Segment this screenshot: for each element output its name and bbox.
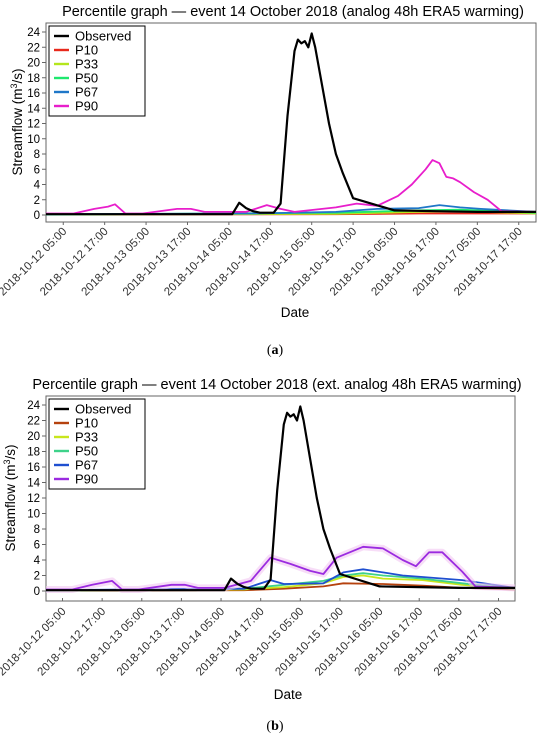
- series-line-p67: [45, 568, 516, 592]
- panel-label-letter: b: [271, 719, 279, 734]
- legend-box: [48, 398, 146, 490]
- y-tick-label: 24: [27, 400, 40, 412]
- legend-label: P50: [75, 71, 98, 86]
- series-line-p67: [45, 204, 537, 216]
- y-tick-label: 20: [27, 58, 40, 70]
- y-tick-label: 18: [27, 447, 40, 459]
- panel-label-open: (: [266, 719, 271, 734]
- legend-box: [48, 25, 146, 117]
- legend-label: Observed: [75, 29, 131, 44]
- y-tick-label: 12: [27, 119, 40, 131]
- panel-label: (a): [267, 343, 284, 358]
- y-axis-label-main: Streamflow (m: [10, 89, 25, 176]
- series-line-p90: [46, 159, 537, 215]
- y-tick-label: 24: [27, 27, 40, 39]
- y-tick-label: 6: [34, 164, 40, 176]
- y-tick-label: 4: [34, 180, 41, 192]
- y-tick-label: 2: [34, 571, 40, 583]
- legend-label: P90: [75, 472, 98, 487]
- y-axis-label: Streamflow (m3/s): [2, 444, 18, 551]
- y-tick-label: 14: [27, 103, 40, 115]
- y-tick-label: 0: [34, 210, 40, 222]
- legend-label: P67: [75, 85, 98, 100]
- y-axis-label-end: /s): [10, 68, 25, 83]
- plot-frame: [45, 22, 537, 223]
- chart-title: Percentile graph — event 14 October 2018…: [32, 377, 521, 393]
- y-tick-label: 16: [27, 462, 40, 474]
- series-lines: [45, 405, 516, 593]
- y-axis-label-main: Streamflow (m: [3, 465, 18, 552]
- x-axis-label: Date: [274, 687, 303, 702]
- y-axis-label-superscript: 3: [2, 459, 12, 464]
- y-tick-label: 20: [27, 431, 40, 443]
- y-axis-label-superscript: 3: [9, 83, 19, 88]
- y-tick-label: 16: [27, 88, 40, 100]
- y-tick-label: 0: [34, 586, 40, 598]
- y-tick-label: 2: [34, 195, 40, 207]
- y-tick-label: 12: [27, 493, 40, 505]
- y-axis-label: Streamflow (m3/s): [9, 68, 25, 175]
- legend-label: P10: [75, 416, 98, 431]
- y-tick-label: 8: [34, 149, 40, 161]
- y-tick-label: 4: [34, 555, 41, 567]
- y-tick-label: 18: [27, 73, 40, 85]
- y-tick-label: 6: [34, 540, 40, 552]
- legend-label: P67: [75, 458, 98, 473]
- panel-label-letter: a: [272, 343, 279, 358]
- panel-label-open: (: [267, 343, 272, 358]
- y-tick-label: 10: [27, 134, 40, 146]
- y-axis-label-end: /s): [3, 444, 18, 459]
- panel-label-close: ): [279, 343, 284, 358]
- panel-label: (b): [266, 719, 283, 734]
- series-line-p50: [45, 572, 516, 592]
- chart-title: Percentile graph — event 14 October 2018…: [62, 4, 524, 20]
- panel-label-close: ): [279, 719, 284, 734]
- legend-label: P33: [75, 57, 98, 72]
- series-line-observed: [46, 32, 536, 216]
- y-tick-label: 10: [27, 509, 40, 521]
- legend-label: P50: [75, 444, 98, 459]
- x-axis-label: Date: [281, 305, 310, 320]
- y-tick-label: 22: [27, 416, 40, 428]
- legend-label: P10: [75, 43, 98, 58]
- legend-label: Observed: [75, 402, 131, 417]
- y-tick-label: 22: [27, 42, 40, 54]
- series-lines: [45, 32, 537, 216]
- series-line-observed: [46, 405, 515, 592]
- legend-label: P33: [75, 430, 98, 445]
- y-tick-label: 8: [34, 524, 40, 536]
- y-tick-label: 14: [27, 478, 40, 490]
- legend-label: P90: [75, 99, 98, 114]
